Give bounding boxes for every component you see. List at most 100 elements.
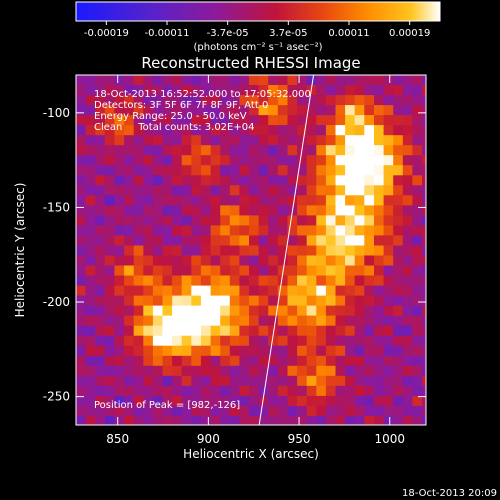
heatmap-cell xyxy=(402,205,413,216)
heatmap-cell xyxy=(152,85,164,96)
heatmap-cell xyxy=(374,105,385,116)
heatmap-cell xyxy=(249,225,260,236)
heatmap-cell xyxy=(268,115,279,126)
heatmap-cell xyxy=(114,145,125,156)
heatmap-cell xyxy=(268,155,279,166)
heatmap-cell xyxy=(85,335,96,347)
heatmap-cell xyxy=(249,245,260,257)
heatmap-cell xyxy=(383,355,394,367)
heatmap-cell xyxy=(374,285,385,297)
heatmap-cell xyxy=(95,145,106,156)
heatmap-cell xyxy=(200,155,212,166)
heatmap-cell xyxy=(354,365,365,377)
heatmap-cell xyxy=(133,135,144,146)
heatmap-cell xyxy=(258,295,269,307)
heatmap-cell xyxy=(374,345,385,357)
heatmap-cell xyxy=(95,105,106,116)
heatmap-cell xyxy=(229,275,240,287)
heatmap-cell xyxy=(143,315,154,327)
heatmap-cell xyxy=(325,395,337,407)
heatmap-cell xyxy=(124,225,135,236)
colorbar-tick-label: -0.00011 xyxy=(145,28,190,39)
heatmap-cell xyxy=(268,315,279,327)
heatmap-cell xyxy=(277,155,288,166)
heatmap-cell xyxy=(345,365,356,377)
heatmap-cell xyxy=(181,245,192,257)
heatmap-cell xyxy=(287,335,298,347)
heatmap-cell xyxy=(412,315,423,327)
heatmap-cell xyxy=(287,385,298,397)
heatmap-cell xyxy=(220,245,231,257)
heatmap-cell xyxy=(200,225,212,236)
heatmap-cell xyxy=(76,355,87,367)
heatmap-cell xyxy=(383,265,394,277)
heatmap-cell xyxy=(220,115,231,126)
heatmap-cell xyxy=(345,405,356,417)
heatmap-cell xyxy=(210,75,221,86)
heatmap-cell xyxy=(383,235,394,246)
heatmap-cell xyxy=(297,315,308,327)
heatmap-cell xyxy=(85,225,96,236)
heatmap-cell xyxy=(85,405,96,417)
heatmap-cell xyxy=(277,285,288,297)
heatmap-cell xyxy=(249,275,260,287)
heatmap-cell xyxy=(229,305,240,317)
heatmap-cell xyxy=(297,115,308,126)
heatmap-cell xyxy=(200,125,212,136)
heatmap-cell xyxy=(354,195,365,206)
heatmap-cell xyxy=(104,345,115,357)
heatmap-cell xyxy=(124,415,135,425)
heatmap-cell xyxy=(172,315,183,327)
heatmap-cell xyxy=(210,225,221,236)
heatmap-cell xyxy=(162,385,173,397)
heatmap-cell xyxy=(316,135,327,146)
heatmap-cell xyxy=(152,345,164,357)
heatmap-cell xyxy=(191,215,202,226)
heatmap-cell xyxy=(325,345,337,357)
heatmap-cell xyxy=(181,315,192,327)
heatmap-cell xyxy=(306,165,317,176)
x-tick-label: 1000 xyxy=(374,432,405,446)
heatmap-cell xyxy=(287,105,298,116)
heatmap-cell xyxy=(104,85,115,96)
heatmap-cell xyxy=(200,165,212,176)
heatmap-cell xyxy=(85,105,96,116)
heatmap-cell xyxy=(76,245,87,257)
heatmap-cell xyxy=(422,185,426,196)
heatmap-cell xyxy=(172,405,183,417)
heatmap-cell xyxy=(364,265,375,277)
heatmap-cell xyxy=(316,115,327,126)
heatmap-cell xyxy=(85,345,96,357)
heatmap-cell xyxy=(104,355,115,367)
heatmap-cell xyxy=(422,395,426,407)
heatmap-cell xyxy=(124,255,135,267)
heatmap-cell xyxy=(104,265,115,277)
heatmap-cell xyxy=(133,215,144,226)
heatmap-cell xyxy=(104,285,115,297)
heatmap-cell xyxy=(277,165,288,176)
heatmap-cell xyxy=(306,75,317,86)
heatmap-cell xyxy=(210,365,221,377)
heatmap-cell xyxy=(374,185,385,196)
heatmap-cell xyxy=(152,135,164,146)
heatmap-cell xyxy=(181,265,192,277)
heatmap-cell xyxy=(210,175,221,186)
heatmap-cell xyxy=(200,295,212,307)
heatmap-cell xyxy=(335,325,346,337)
heatmap-cell xyxy=(325,125,337,136)
heatmap-cell xyxy=(229,195,240,206)
heatmap-cell xyxy=(210,315,221,327)
heatmap-cell xyxy=(181,395,192,407)
x-tick-label: 850 xyxy=(106,432,129,446)
heatmap-cell xyxy=(325,195,337,206)
heatmap-cell xyxy=(325,265,337,277)
heatmap-cell xyxy=(316,315,327,327)
heatmap-cell xyxy=(143,185,154,196)
heatmap-cell xyxy=(162,335,173,347)
heatmap-cell xyxy=(345,305,356,317)
heatmap-cell xyxy=(191,205,202,216)
heatmap-cell xyxy=(422,125,426,136)
heatmap-cell xyxy=(306,275,317,287)
heatmap-cell xyxy=(229,105,240,116)
